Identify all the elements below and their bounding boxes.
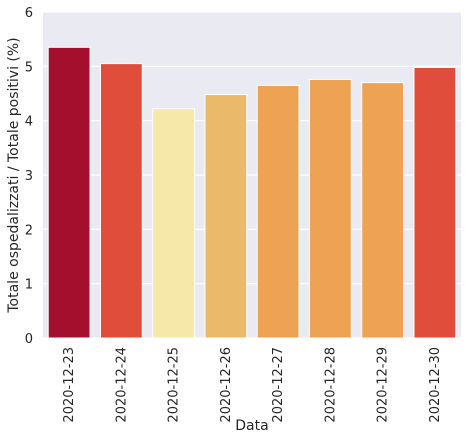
bar [204,94,248,339]
bar [361,82,405,339]
x-tick-label: 2020-12-28 [323,347,338,423]
bar [413,66,457,339]
y-tick-label: 6 [25,6,33,21]
x-tick-label: 2020-12-30 [428,347,443,423]
y-axis-ticks: 0 1 2 3 4 5 6 [25,6,33,347]
x-tick-label: 2020-12-26 [219,347,234,423]
x-axis-ticks: 2020-12-23 2020-12-24 2020-12-25 2020-12-26… [62,347,443,423]
x-tick-label: 2020-12-29 [376,347,391,423]
bar [99,63,143,339]
y-tick-label: 4 [25,115,33,130]
x-tick-label: 2020-12-24 [114,347,129,423]
bar [308,78,352,339]
x-tick-label: 2020-12-27 [271,347,286,423]
bars [47,46,457,339]
x-axis-label: Data [235,418,268,434]
y-tick-label: 1 [25,278,33,293]
x-tick-label: 2020-12-23 [62,347,77,423]
y-tick-label: 0 [25,332,33,347]
y-tick-label: 2 [25,223,33,238]
y-tick-label: 5 [25,60,33,75]
y-axis-label: Totale ospedalizzati / Totale positivi (… [6,37,22,313]
y-tick-label: 3 [25,169,33,184]
bar [152,108,196,339]
bar [47,46,91,339]
bar [256,84,300,339]
x-tick-label: 2020-12-25 [167,347,182,423]
